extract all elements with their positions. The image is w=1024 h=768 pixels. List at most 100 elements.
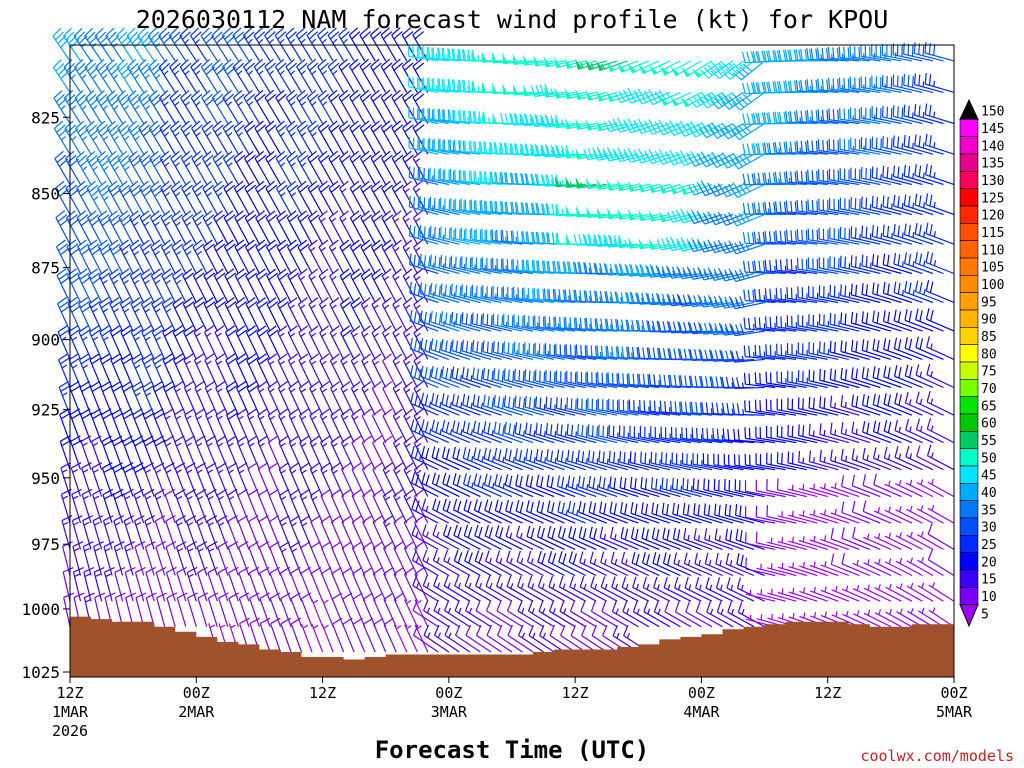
barb-full [431,472,436,484]
barb-full [480,314,483,327]
barb-half [164,131,170,137]
barb-full [466,422,470,434]
barb-full [441,366,445,378]
barb-full [443,575,449,587]
barb-staff [90,441,103,470]
barb-half [237,70,243,75]
barb-half [415,531,419,538]
wind-barb [475,624,502,653]
barb-full [222,120,233,129]
barb-staff [433,585,460,602]
barb-full [428,256,431,268]
barb-full [169,89,179,99]
barb-staff [204,359,218,388]
barb-full [480,342,483,354]
barb-half [218,522,225,527]
barb-full [585,426,588,438]
barb-staff [382,442,397,470]
barb-staff [225,387,239,416]
barb-full [563,289,566,301]
wind-barb [185,488,197,524]
barb-full [88,296,99,305]
barb-half [92,135,98,141]
wind-barb [155,566,167,602]
barb-full [121,272,132,281]
barb-staff [223,217,239,245]
barb-full [393,592,404,600]
barb-half [61,336,67,341]
barb-full [94,27,104,37]
wind-barb [525,448,555,471]
barb-full [556,449,560,461]
barb-half [185,192,191,197]
barb-full [581,451,585,463]
barb-staff [117,158,134,185]
wind-barb [171,210,187,245]
barb-full [307,150,317,159]
wind-barb [172,297,187,332]
barb-staff [173,359,187,388]
barb-full [82,515,94,522]
wind-barb [202,210,218,245]
wind-barb [64,150,82,185]
wind-barb [236,381,250,416]
barb-full [194,408,205,416]
wind-barb [319,353,334,388]
barb-full [444,284,447,296]
barb-full [402,180,412,189]
barb-full [66,93,76,103]
barb-full [482,367,486,379]
wind-barb [132,435,145,470]
barb-full [151,124,161,133]
barb-full [451,311,454,323]
barb-full [144,385,155,393]
barb-staff [196,520,208,550]
barb-full [300,541,311,549]
barb-half [125,547,132,552]
barb-full [112,462,123,469]
barb-full [449,285,452,297]
barb-full [130,268,140,276]
barb-full [440,226,442,238]
barb-full [403,515,414,523]
barb-full [383,617,394,626]
barb-half [331,304,337,309]
barb-staff [102,494,113,524]
barb-half [196,442,203,447]
barb-full [173,214,183,223]
barb-full [185,488,197,496]
barb-half [206,162,212,167]
barb-half [301,101,306,106]
barb-full [457,526,462,538]
barb-full [430,338,434,350]
barb-half [95,573,101,578]
barb-staff [70,467,82,497]
barb-full [133,462,144,469]
wind-barb [75,150,92,185]
barb-full [120,353,132,361]
barb-half [155,469,162,474]
barb-half [394,415,401,421]
barb-half [166,469,172,474]
barb-staff [97,246,113,274]
barb-full [500,230,503,242]
barb-full [488,475,492,487]
wind-barb [172,325,187,360]
barb-staff [101,468,113,497]
barb-half [301,415,307,420]
barb-full [67,268,77,276]
barb-full [299,462,310,470]
barb-full [126,59,137,68]
barb-staff [158,66,176,93]
barb-full [435,421,439,433]
wind-barb [81,488,93,524]
barb-staff [100,414,113,443]
barb-full [477,501,482,513]
barb-full [486,624,493,636]
barb-full [73,592,85,598]
barb-full [224,268,235,277]
barb-full [422,549,428,561]
barb-half [311,70,317,75]
barb-half [352,360,359,366]
wind-barb [267,381,282,416]
